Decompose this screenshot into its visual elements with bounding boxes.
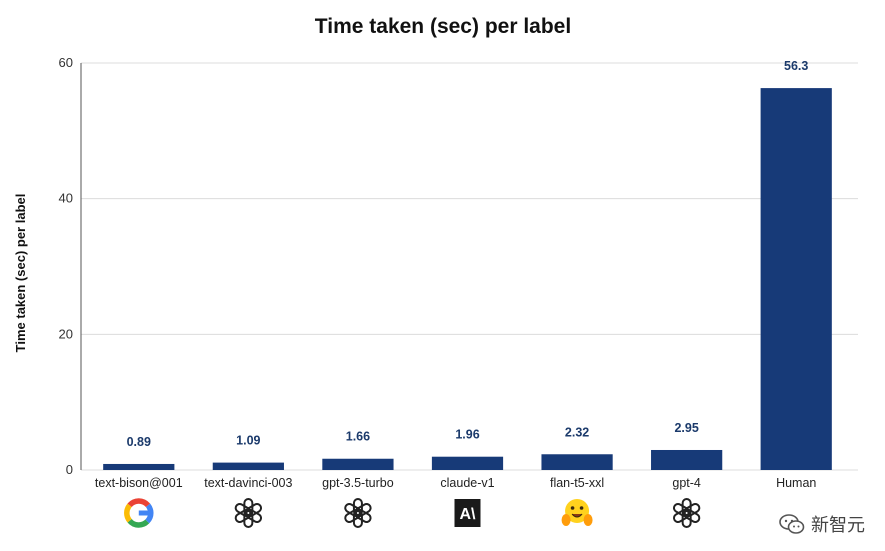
data-label: 0.89 [127,435,151,449]
category-label: text-bison@001 [95,476,183,490]
chart-title: Time taken (sec) per label [315,15,571,38]
y-tick-label: 0 [66,462,73,477]
y-tick-label: 20 [59,326,73,341]
wechat-icon [779,514,805,534]
y-tick-labels: 0 20 40 60 [59,55,73,477]
huggingface-icon [561,499,593,526]
y-tick-label: 40 [59,191,73,206]
y-axis-label: Time taken (sec) per label [13,194,28,353]
svg-text:A\: A\ [460,506,477,523]
bar-text-davinci-003 [212,462,284,470]
anthropic-icon: A\ [454,499,481,527]
openai-icon [344,498,372,528]
bar-text-bison-001 [103,463,175,470]
category-label: flan-t5-xxl [550,476,604,490]
google-icon [124,498,154,528]
watermark-text: 新智元 [811,515,865,536]
watermark: 新智元 [779,511,865,537]
data-label: 1.09 [236,434,260,448]
bar-gpt-3-5-turbo [322,458,394,470]
bar-gpt-4 [651,449,723,470]
data-label: 2.95 [674,421,698,435]
category-label: text-davinci-003 [204,476,292,490]
bars [103,88,832,471]
data-label: 1.96 [455,428,479,442]
category-label: gpt-4 [672,476,701,490]
bar-claude-v1 [431,456,504,470]
data-label: 56.3 [784,59,808,73]
data-label: 1.66 [346,430,370,444]
y-tick-label: 60 [59,55,73,70]
category-label: gpt-3.5-turbo [322,476,394,490]
category-labels: text-bison@001 text-davinci-003 gpt-3.5-tu… [95,476,816,490]
category-label: Human [776,476,816,490]
data-labels: 0.89 1.09 1.66 1.96 2.32 2.95 56.3 [127,59,809,449]
category-icons: A\ [124,498,701,528]
bar-human [760,88,832,471]
openai-icon [672,498,701,528]
category-label: claude-v1 [440,476,494,490]
data-label: 2.32 [565,425,589,439]
bar-flan-t5-xxl [541,454,613,470]
openai-icon [234,498,263,528]
gridlines [81,62,858,471]
